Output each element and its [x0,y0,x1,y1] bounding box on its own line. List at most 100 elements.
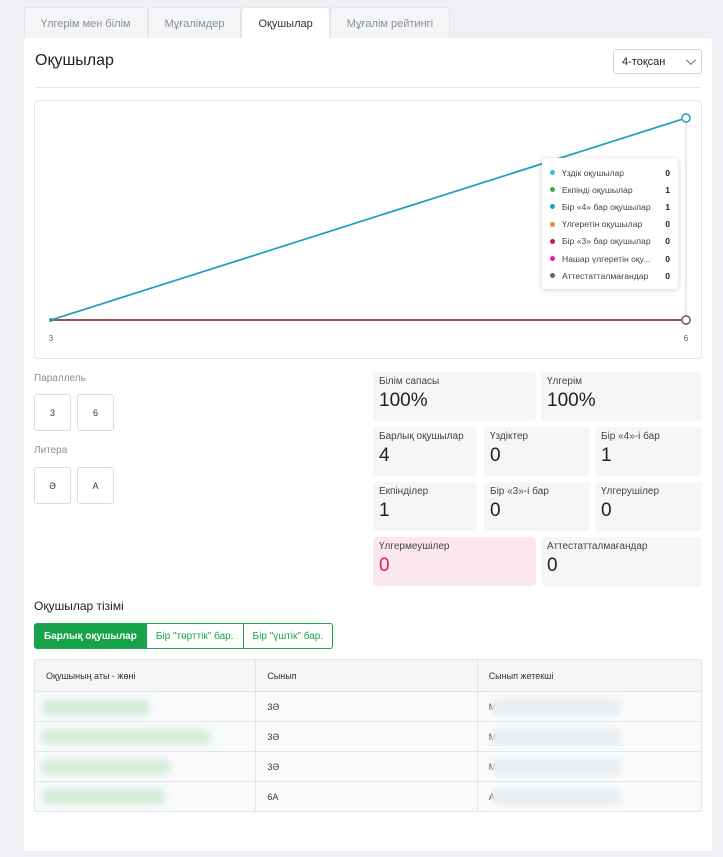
student-name-cell [35,692,255,721]
redacted-teacher [491,698,622,716]
quarter-select-value: 4-тоқсан [622,55,666,68]
column-header-teacher[interactable]: Сынып жетекші [476,660,701,691]
legend-dot-icon [550,170,555,176]
litera-a-button[interactable]: А [77,467,114,504]
parallel-6-button[interactable]: 6 [77,394,114,431]
stat-label: Үлгермеушілер [379,541,450,552]
legend-dot-icon [550,187,555,193]
legend-label: Бір «4» бар оқушылар [562,201,651,212]
students-chart: 3 6 Үздік оқушылар 0 Екпінді оқушылар 1 Бір «… [34,100,702,359]
student-list-title: Оқушылар тізімі [34,599,124,613]
legend-dot-icon [550,256,555,262]
stat-failing: Үлгермеушілер 0 [373,537,536,586]
page-title: Оқушылар [35,52,114,69]
teacher-cell: М [476,692,701,721]
series-point [49,318,53,322]
students-table: Оқушының аты - жөні Сынып Сынып жетекші … [34,659,702,812]
tab-bar: Үлгерім мен білім Мұғалімдер Оқушылар Мұ… [24,7,451,39]
legend-value: 0 [665,167,670,178]
stat-label: Үлгерім [547,376,583,387]
filter-all-students-button[interactable]: Барлық оқушылар [34,623,147,649]
tab-progress-knowledge[interactable]: Үлгерім мен білім [24,7,148,39]
legend-item: Үлгеретін оқушылар 0 [550,216,670,233]
stat-label: Аттестатталмағандар [547,541,648,552]
legend-label: Нашар үлгеретін оқу... [562,253,651,264]
stat-value: 0 [601,500,612,521]
chevron-down-icon [685,55,696,66]
redacted-name [41,729,211,745]
stat-label: Екпінділер [379,486,429,497]
x-tick-label: 6 [684,334,689,343]
stat-label: Үлгерушілер [601,486,660,497]
stat-total: Барлық оқушылар 4 [373,427,477,476]
legend-item: Екпінді оқушылар 1 [550,181,670,198]
redacted-name [41,759,171,775]
stat-excellent: Үздіктер 0 [484,427,590,476]
legend-dot-icon [550,221,555,227]
class-cell: 3Ә [255,692,476,721]
series-line [50,117,687,321]
litera-label: Литера [34,445,68,456]
table-header: Оқушының аты - жөні Сынып Сынып жетекші [35,660,701,691]
legend-dot-icon [550,273,555,279]
stat-value: 100% [379,390,428,411]
stat-label: Барлық оқушылар [379,431,464,442]
litera-a-kaz-button[interactable]: Ә [34,467,71,504]
column-header-name[interactable]: Оқушының аты - жөні [46,670,136,681]
teacher-cell: А [476,782,701,811]
teacher-cell: М [476,722,701,751]
stat-value: 1 [379,500,390,521]
stat-progress: Үлгерім 100% [541,372,702,421]
filter-one-three-button[interactable]: Бір "үштік" бар. [242,623,334,649]
stat-quality: Білім сапасы 100% [373,372,536,421]
legend-label: Бір «3» бар оқушылар [562,236,651,247]
legend-dot-icon [550,238,555,244]
legend-item: Бір «3» бар оқушылар 0 [550,233,670,250]
parallel-label: Параллель [34,373,86,384]
legend-value: 0 [665,219,670,230]
stat-value: 0 [379,555,390,576]
stat-label: Бір «4»-і бар [601,431,660,442]
x-tick-label: 3 [49,334,54,343]
stat-passing: Үлгерушілер 0 [595,482,702,531]
stat-good: Екпінділер 1 [373,482,477,531]
chart-legend-tooltip: Үздік оқушылар 0 Екпінді оқушылар 1 Бір «4» … [542,158,678,289]
divider [35,87,701,88]
legend-value: 1 [665,184,670,195]
column-header-class[interactable]: Сынып [255,660,476,691]
tab-students[interactable]: Оқушылар [241,7,330,39]
legend-item: Нашар үлгеретін оқу... 0 [550,250,670,267]
tab-teachers[interactable]: Мұғалімдер [147,7,242,39]
table-row[interactable]: 6А А [35,781,701,811]
legend-item: Үздік оқушылар 0 [550,164,670,181]
legend-value: 0 [665,253,670,264]
teacher-cell: М [476,752,701,781]
filter-one-four-button[interactable]: Бір "төрттік" бар. [145,623,244,649]
class-cell: 6А [255,782,476,811]
legend-value: 0 [665,236,670,247]
tab-teacher-rating[interactable]: Мұғалім рейтингі [329,7,451,39]
stat-one-four: Бір «4»-і бар 1 [595,427,702,476]
stat-value: 4 [379,445,390,466]
legend-dot-icon [550,204,555,210]
stat-value: 0 [490,445,501,466]
stat-value: 0 [547,555,558,576]
legend-label: Аттестатталмағандар [562,270,649,281]
student-name-cell [35,782,255,811]
table-row[interactable]: 3Ә М [35,721,701,751]
table-row[interactable]: 3Ә М [35,691,701,721]
class-cell: 3Ә [255,752,476,781]
student-list-filter: Барлық оқушылар Бір "төрттік" бар. Бір "… [34,623,334,649]
class-cell: 3Ә [255,722,476,751]
legend-value: 1 [665,201,670,212]
table-row[interactable]: 3Ә М [35,751,701,781]
redacted-teacher [491,758,622,776]
redacted-teacher [491,788,622,806]
student-name-cell [35,722,255,751]
quarter-select[interactable]: 4-тоқсан [613,49,702,74]
stat-value: 1 [601,445,612,466]
series-point [681,315,691,325]
parallel-3-button[interactable]: 3 [34,394,71,431]
redacted-name [41,789,166,805]
